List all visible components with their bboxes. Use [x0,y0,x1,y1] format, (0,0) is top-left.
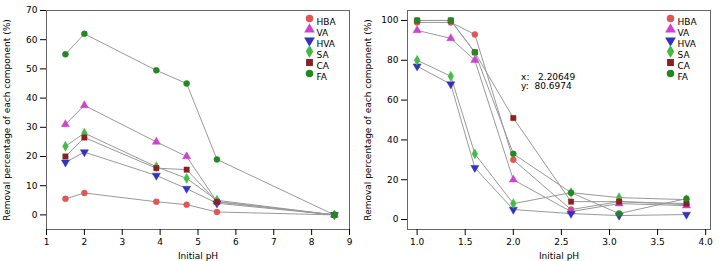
svg-text:60: 60 [26,35,38,45]
svg-text:VA: VA [317,28,330,38]
svg-text:SA: SA [317,50,330,60]
svg-text:x: 2.20649y: 80.6974: x: 2.20649y: 80.6974 [521,72,575,91]
svg-text:1.0: 1.0 [410,237,425,247]
svg-text:Initial pH: Initial pH [178,251,218,261]
svg-text:20: 20 [26,151,38,161]
svg-text:4: 4 [157,237,163,247]
svg-text:40: 40 [387,135,399,145]
svg-text:2.0: 2.0 [506,237,521,247]
svg-text:Initial pH: Initial pH [539,251,579,261]
svg-text:7: 7 [271,237,277,247]
svg-text:FA: FA [317,72,328,82]
svg-text:1.5: 1.5 [458,237,472,247]
svg-text:40: 40 [26,93,38,103]
svg-text:HVA: HVA [317,39,336,49]
svg-text:5: 5 [195,237,201,247]
svg-text:4.0: 4.0 [699,237,714,247]
svg-text:Removal percentage of each com: Removal percentage of each component (%) [2,19,12,220]
svg-text:10: 10 [26,181,38,191]
svg-text:HBA: HBA [317,17,337,27]
svg-text:0: 0 [393,214,399,224]
svg-text:6: 6 [233,237,239,247]
svg-text:0: 0 [32,210,38,220]
svg-text:2.5: 2.5 [554,237,568,247]
svg-text:9: 9 [347,237,353,247]
svg-text:2: 2 [82,237,88,247]
svg-text:3.5: 3.5 [650,237,664,247]
svg-text:HBA: HBA [678,17,698,27]
svg-text:VA: VA [678,28,691,38]
svg-text:70: 70 [26,5,38,15]
svg-text:CA: CA [317,61,330,71]
svg-text:1: 1 [44,237,50,247]
svg-text:SA: SA [678,50,691,60]
svg-text:3.0: 3.0 [602,237,617,247]
svg-text:CA: CA [678,61,691,71]
svg-text:30: 30 [26,122,38,132]
svg-text:60: 60 [387,95,399,105]
svg-text:80: 80 [387,55,399,65]
svg-text:20: 20 [387,175,399,185]
svg-text:Removal percentage of each com: Removal percentage of each component (%) [363,19,373,220]
svg-text:100: 100 [381,15,398,25]
svg-text:8: 8 [309,237,315,247]
svg-text:3: 3 [119,237,125,247]
svg-text:FA: FA [678,72,689,82]
svg-text:HVA: HVA [678,39,697,49]
svg-text:50: 50 [26,64,38,74]
